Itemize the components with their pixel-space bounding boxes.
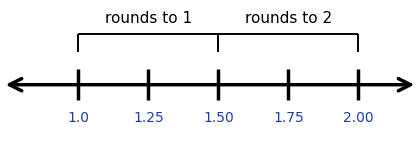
Text: rounds to 2: rounds to 2 (245, 11, 332, 26)
Text: 1.0: 1.0 (67, 111, 89, 125)
Text: 2.00: 2.00 (343, 111, 374, 125)
Text: 1.75: 1.75 (273, 111, 304, 125)
Text: 1.25: 1.25 (133, 111, 164, 125)
Text: 1.50: 1.50 (203, 111, 234, 125)
Text: rounds to 1: rounds to 1 (105, 11, 192, 26)
